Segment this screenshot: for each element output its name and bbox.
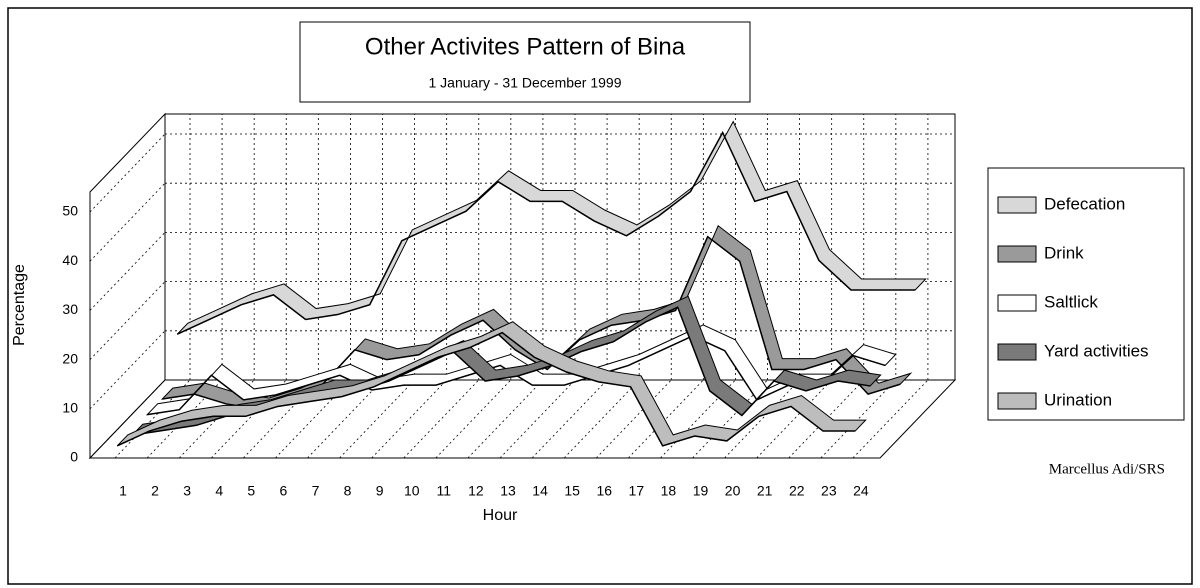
grid-line [89,379,166,459]
grid-line [339,379,415,459]
legend-label: Defecation [1044,194,1125,213]
legend-label: Saltlick [1044,292,1098,311]
x-tick-label: 1 [119,483,127,499]
x-tick-label: 2 [151,483,159,499]
grid-line [628,379,704,459]
grid-line [435,379,512,459]
x-tick-label: 18 [661,483,677,499]
x-tick-label: 13 [500,483,516,499]
x-tick-label: 5 [247,483,255,499]
grid-line [403,379,480,459]
x-tick-label: 7 [312,483,320,499]
y-tick-label: 40 [62,252,78,268]
x-tick-label: 19 [693,483,709,499]
y-tick-label: 10 [62,400,78,416]
x-tick-label: 20 [725,483,741,499]
x-tick-label: 3 [183,483,191,499]
y-tick-label: 0 [70,449,78,465]
legend-swatch [997,392,1037,410]
y-tick-label: 30 [62,301,78,317]
grid-line [788,379,865,459]
back-wall [164,113,956,381]
legend-label: Drink [1044,243,1084,262]
grid-line [852,379,929,459]
x-tick-label: 11 [437,483,452,499]
legend-swatch [997,294,1037,312]
grid-line [563,379,640,459]
grid-line [467,379,544,459]
x-tick-label: 9 [376,483,384,499]
x-tick-label: 8 [344,483,352,499]
legend-swatch [997,343,1037,361]
x-tick-label: 14 [532,483,548,499]
x-tick-label: 4 [215,483,223,499]
grid-line [89,330,166,410]
grid-line [531,379,608,459]
legend-label: Yard activities [1044,341,1149,360]
grid-line [89,232,166,311]
y-axis-label: Percentage [11,264,28,346]
grid-line [756,379,832,459]
credit: Marcellus Adi/SRS [1049,461,1165,477]
x-tick-label: 16 [596,483,612,499]
x-tick-label: 21 [757,483,773,499]
grid-line [307,379,383,459]
grid-line [371,379,447,459]
x-tick-label: 23 [821,483,837,499]
chart-subtitle: 1 January - 31 December 1999 [429,75,622,91]
grid-line [595,379,672,459]
series-line [176,130,916,335]
chart-title: Other Activites Pattern of Bina [365,33,686,60]
series-line [116,331,856,447]
x-axis-label: Hour [483,507,518,524]
grid-line [724,379,800,459]
grid-line [499,379,576,459]
legend-label: Urination [1044,390,1112,409]
grid-line [89,182,166,262]
grid-line [820,379,897,459]
grid-line [89,133,166,213]
legend-swatch [997,196,1037,214]
x-tick-label: 17 [629,483,645,499]
y-tick-label: 50 [62,203,78,219]
x-tick-label: 12 [468,483,484,499]
x-tick-label: 10 [404,483,420,499]
legend-swatch [997,245,1037,263]
title-box [299,21,751,103]
x-tick-label: 22 [789,483,805,499]
x-tick-label: 24 [853,483,869,499]
x-tick-label: 15 [564,483,580,499]
x-tick-label: 6 [280,483,288,499]
grid-line [89,281,166,360]
y-tick-label: 20 [62,350,78,366]
